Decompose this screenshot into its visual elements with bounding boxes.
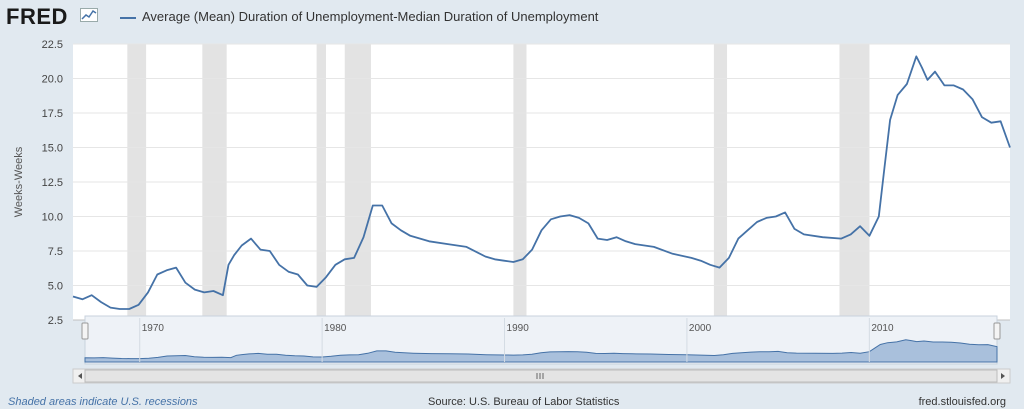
y-tick-label: 7.5 bbox=[48, 246, 63, 258]
recessions-note: Shaded areas indicate U.S. recessions bbox=[8, 396, 198, 408]
navigator-tick-label: 1990 bbox=[507, 323, 530, 334]
y-tick-label: 2.5 bbox=[48, 315, 63, 327]
navigator-handle-left[interactable] bbox=[81, 322, 89, 340]
arrow-right-icon[interactable] bbox=[1001, 373, 1005, 379]
navigator-tick-label: 1980 bbox=[324, 323, 347, 334]
arrow-left-icon[interactable] bbox=[78, 373, 82, 379]
y-axis-ticks: 2.5 5.0 7.5 10.0 12.5 15.0 17.5 20.0 22.5 bbox=[42, 39, 63, 327]
navigator-tick-label: 1970 bbox=[142, 323, 165, 334]
y-axis-label: Weeks-Weeks bbox=[13, 146, 25, 217]
site-link[interactable]: fred.stlouisfed.org bbox=[918, 396, 1006, 408]
y-tick-label: 20.0 bbox=[42, 74, 63, 86]
y-tick-label: 15.0 bbox=[42, 143, 63, 155]
navigator-ticks: 1970 1980 1990 2000 2010 bbox=[139, 318, 894, 362]
navigator-area bbox=[84, 339, 998, 363]
scroll-grip-icon bbox=[536, 373, 544, 379]
navigator-tick-label: 2000 bbox=[689, 323, 712, 334]
legend-swatch bbox=[120, 16, 136, 19]
chart-area: 2.55.07.510.012.515.017.520.022.5 197019… bbox=[13, 39, 1011, 384]
source-note: Source: U.S. Bureau of Labor Statistics bbox=[428, 396, 620, 408]
navigator-handle-right[interactable] bbox=[993, 322, 1001, 340]
y-tick-label: 12.5 bbox=[42, 177, 63, 189]
series-line[interactable] bbox=[72, 55, 1011, 310]
y-tick-label: 5.0 bbox=[48, 281, 63, 293]
legend-series-label: Average (Mean) Duration of Unemployment-… bbox=[142, 9, 599, 24]
chart-trend-icon bbox=[80, 8, 98, 22]
y-tick-label: 10.0 bbox=[42, 212, 63, 224]
navigator[interactable]: 1970 1980 1990 2000 2010 bbox=[72, 315, 1011, 384]
y-tick-label: 17.5 bbox=[42, 108, 63, 120]
series-polyline[interactable] bbox=[72, 55, 1011, 310]
scrollbar-thumb[interactable] bbox=[84, 369, 998, 383]
chart-header: FRED Average (Mean) Duration of Unemploy… bbox=[0, 0, 1024, 34]
fred-logo[interactable]: FRED bbox=[6, 4, 68, 29]
y-tick-label: 22.5 bbox=[42, 39, 63, 51]
navigator-area-path bbox=[84, 339, 998, 363]
navigator-tick-label: 2010 bbox=[871, 323, 894, 334]
legend[interactable]: Average (Mean) Duration of Unemployment-… bbox=[120, 9, 598, 24]
